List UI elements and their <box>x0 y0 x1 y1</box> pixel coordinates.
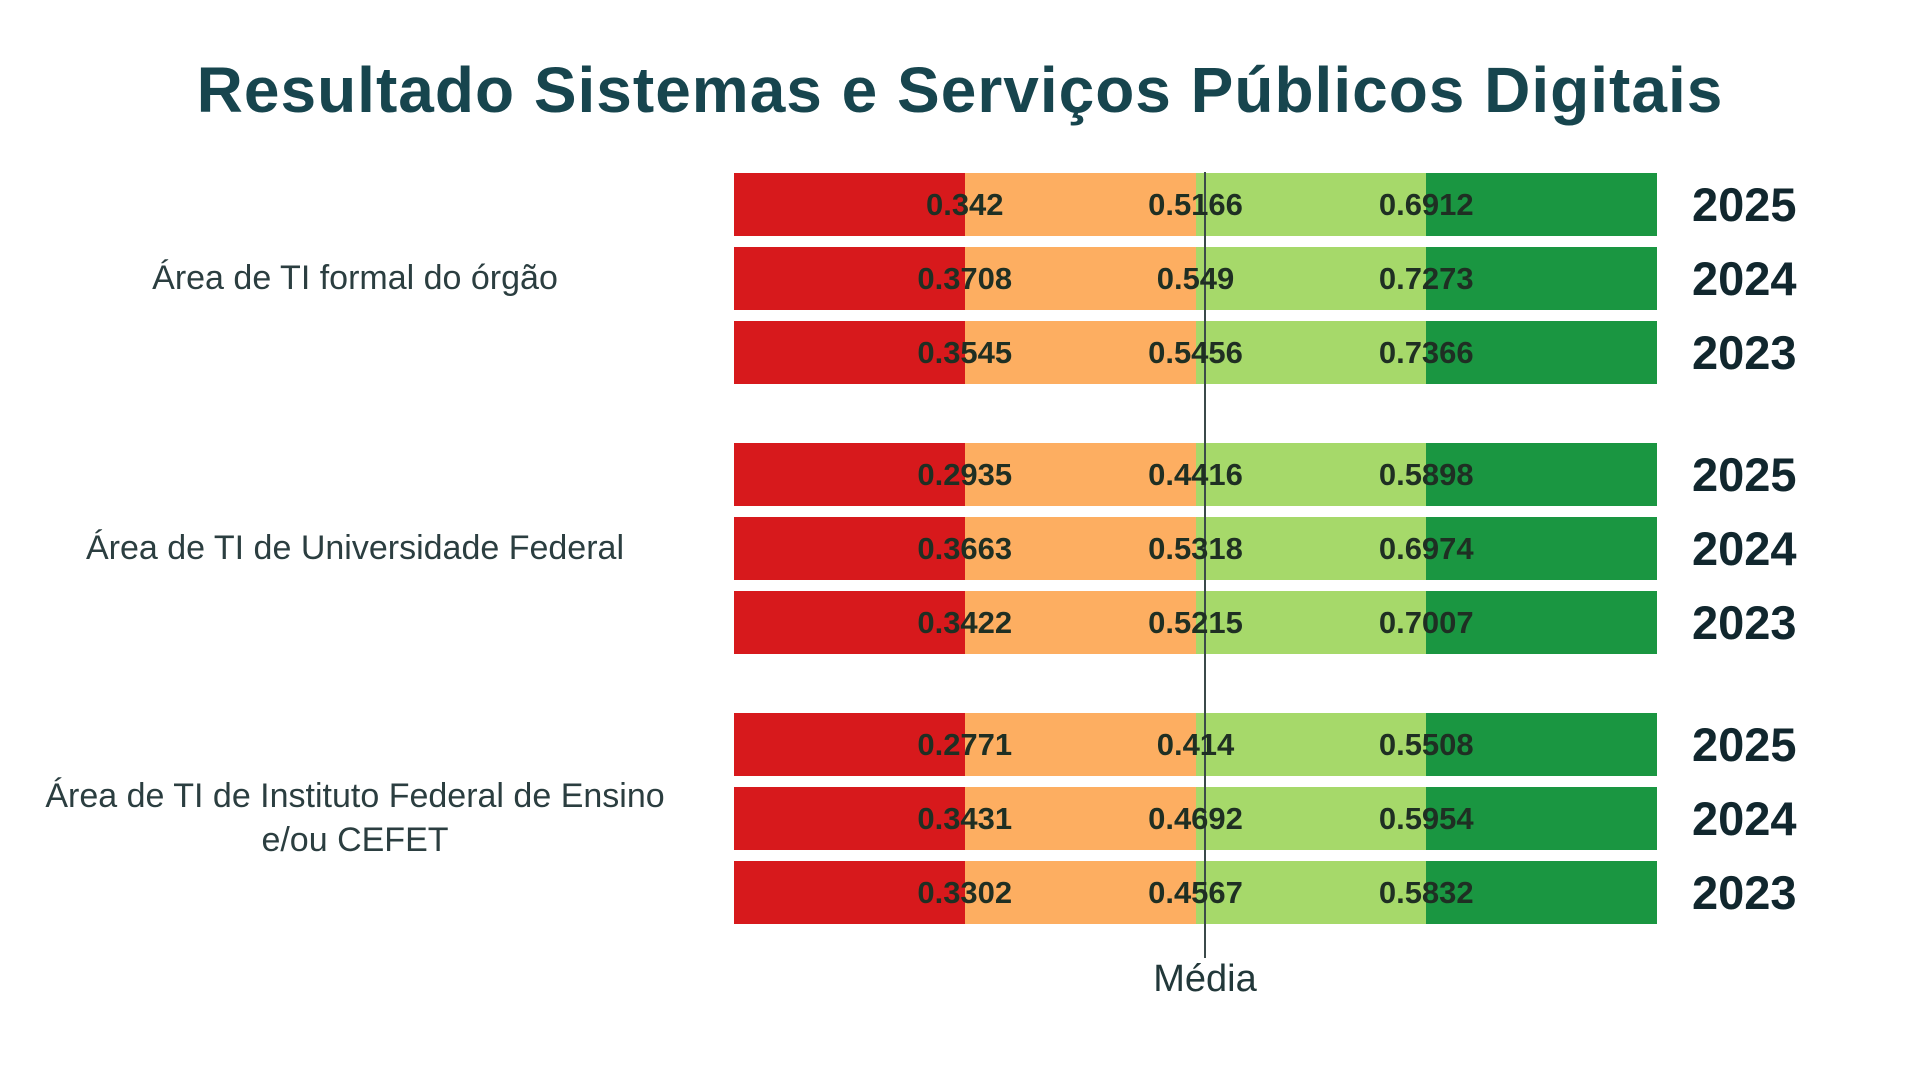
media-reference-line <box>1204 172 1206 958</box>
band-orange <box>964 591 1196 654</box>
band-darkgreen <box>1426 173 1657 236</box>
value-label: 0.5318 <box>1148 531 1243 566</box>
value-label: 0.5832 <box>1378 875 1474 910</box>
value-label: 0.6912 <box>1378 187 1474 222</box>
bar-row-universidade-2025: 0.2935 0.4416 0.5898 2025 <box>734 443 1797 506</box>
value-label: 0.5166 <box>1148 187 1243 222</box>
media-axis-label: Média <box>1153 958 1257 1000</box>
band-red <box>734 173 965 236</box>
value-label: 0.5954 <box>1378 801 1474 836</box>
value-label: 0.342 <box>925 187 1004 222</box>
value-label: 0.3302 <box>917 875 1013 910</box>
year-label: 2025 <box>1692 448 1797 501</box>
bar-row-orgao-2025: 0.342 0.5166 0.6912 2025 <box>734 173 1797 236</box>
band-darkgreen <box>1426 591 1657 654</box>
band-orange <box>964 861 1196 924</box>
value-label: 0.7366 <box>1378 335 1474 370</box>
value-label: 0.3545 <box>917 335 1013 370</box>
band-lightgreen <box>1195 517 1427 580</box>
band-darkgreen <box>1426 861 1657 924</box>
band-darkgreen <box>1426 443 1657 506</box>
band-darkgreen <box>1426 247 1657 310</box>
bar-row-instituto-2023: 0.3302 0.4567 0.5832 2023 <box>734 861 1797 924</box>
value-label: 0.3431 <box>917 801 1013 836</box>
value-label: 0.414 <box>1156 727 1235 762</box>
year-label: 2024 <box>1692 252 1797 305</box>
value-label: 0.3708 <box>917 261 1013 296</box>
scale-bands <box>734 321 1657 384</box>
band-darkgreen <box>1426 517 1657 580</box>
year-label: 2024 <box>1692 522 1797 575</box>
band-red <box>734 787 965 850</box>
scale-bands <box>734 517 1657 580</box>
scale-bands <box>734 247 1657 310</box>
year-label: 2024 <box>1692 792 1797 845</box>
band-orange <box>964 247 1196 310</box>
band-red <box>734 443 965 506</box>
band-red <box>734 861 965 924</box>
value-label: 0.4567 <box>1148 875 1243 910</box>
band-orange <box>964 173 1196 236</box>
value-label: 0.5898 <box>1378 457 1474 492</box>
value-label: 0.4692 <box>1148 801 1243 836</box>
band-orange <box>964 713 1196 776</box>
bar-row-instituto-2025: 0.2771 0.414 0.5508 2025 <box>734 713 1797 776</box>
value-label: 0.549 <box>1156 261 1235 296</box>
year-label: 2023 <box>1692 326 1797 379</box>
group-label-universidade: Área de TI de Universidade Federal <box>85 529 624 567</box>
bar-row-universidade-2023: 0.3422 0.5215 0.7007 2023 <box>734 591 1797 654</box>
scale-bands <box>734 787 1657 850</box>
band-orange <box>964 443 1196 506</box>
year-label: 2025 <box>1692 178 1797 231</box>
band-lightgreen <box>1195 247 1427 310</box>
year-label: 2023 <box>1692 866 1797 919</box>
bar-row-universidade-2024: 0.3663 0.5318 0.6974 2024 <box>734 517 1797 580</box>
band-lightgreen <box>1195 443 1427 506</box>
value-label: 0.3422 <box>917 605 1013 640</box>
band-darkgreen <box>1426 713 1657 776</box>
band-orange <box>964 321 1196 384</box>
band-lightgreen <box>1195 173 1427 236</box>
band-red <box>734 321 965 384</box>
bar-row-orgao-2024: 0.3708 0.549 0.7273 2024 <box>734 247 1797 310</box>
band-red <box>734 591 965 654</box>
band-lightgreen <box>1195 861 1427 924</box>
scale-bands <box>734 443 1657 506</box>
year-label: 2025 <box>1692 718 1797 771</box>
value-label: 0.6974 <box>1378 531 1474 566</box>
band-darkgreen <box>1426 321 1657 384</box>
band-lightgreen <box>1195 321 1427 384</box>
scale-bands <box>734 713 1657 776</box>
group-label-instituto: Área de TI de Instituto Federal de Ensin… <box>45 777 665 859</box>
scale-bands <box>734 861 1657 924</box>
band-red <box>734 247 965 310</box>
band-orange <box>964 787 1196 850</box>
value-label: 0.5215 <box>1148 605 1243 640</box>
band-darkgreen <box>1426 787 1657 850</box>
value-label: 0.2935 <box>917 457 1013 492</box>
group-label-orgao: Área de TI formal do órgão <box>152 259 558 297</box>
bar-row-orgao-2023: 0.3545 0.5456 0.7366 2023 <box>734 321 1797 384</box>
value-label: 0.5456 <box>1148 335 1243 370</box>
scale-bands <box>734 591 1657 654</box>
band-lightgreen <box>1195 787 1427 850</box>
band-lightgreen <box>1195 591 1427 654</box>
scale-bands <box>734 173 1657 236</box>
year-label: 2023 <box>1692 596 1797 649</box>
value-label: 0.5508 <box>1378 727 1474 762</box>
value-label: 0.7273 <box>1378 261 1474 296</box>
band-lightgreen <box>1195 713 1427 776</box>
value-label: 0.2771 <box>917 727 1013 762</box>
value-label: 0.3663 <box>917 531 1013 566</box>
bar-row-instituto-2024: 0.3431 0.4692 0.5954 2024 <box>734 787 1797 850</box>
value-label: 0.7007 <box>1378 605 1474 640</box>
band-red <box>734 713 965 776</box>
value-label: 0.4416 <box>1148 457 1243 492</box>
band-red <box>734 517 965 580</box>
band-orange <box>964 517 1196 580</box>
chart-title: Resultado Sistemas e Serviços Públicos D… <box>196 54 1724 126</box>
